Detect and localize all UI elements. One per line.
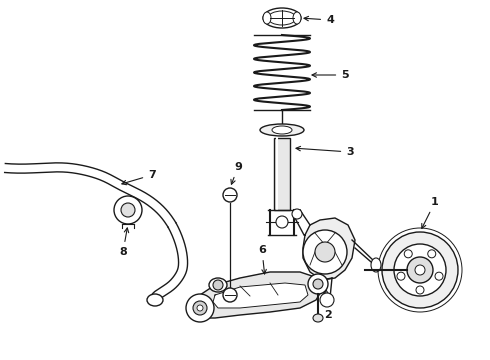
Ellipse shape xyxy=(147,294,163,306)
Circle shape xyxy=(315,242,335,262)
Polygon shape xyxy=(303,218,355,280)
Ellipse shape xyxy=(371,258,381,272)
Circle shape xyxy=(223,288,237,302)
Text: 4: 4 xyxy=(304,15,334,25)
Text: 1: 1 xyxy=(422,197,439,228)
Polygon shape xyxy=(213,283,308,308)
Circle shape xyxy=(213,280,223,290)
Circle shape xyxy=(121,203,135,217)
Circle shape xyxy=(415,265,425,275)
Circle shape xyxy=(186,294,214,322)
Circle shape xyxy=(382,232,458,308)
Bar xyxy=(274,138,290,210)
Text: 7: 7 xyxy=(122,170,156,185)
Polygon shape xyxy=(195,272,322,318)
Circle shape xyxy=(435,272,443,280)
Circle shape xyxy=(114,196,142,224)
Ellipse shape xyxy=(260,124,304,136)
Circle shape xyxy=(397,272,405,280)
Ellipse shape xyxy=(263,8,301,28)
Ellipse shape xyxy=(268,11,296,25)
Circle shape xyxy=(407,257,433,283)
Circle shape xyxy=(292,209,302,219)
Circle shape xyxy=(276,216,288,228)
Ellipse shape xyxy=(272,126,292,134)
Ellipse shape xyxy=(263,12,271,24)
Text: 3: 3 xyxy=(296,147,354,157)
Ellipse shape xyxy=(293,12,301,24)
Ellipse shape xyxy=(313,314,323,322)
Text: 6: 6 xyxy=(258,245,266,274)
Circle shape xyxy=(428,250,436,258)
Circle shape xyxy=(320,293,334,307)
Circle shape xyxy=(193,301,207,315)
Circle shape xyxy=(394,244,446,296)
Circle shape xyxy=(308,274,328,294)
Circle shape xyxy=(416,286,424,294)
Circle shape xyxy=(404,250,412,258)
Circle shape xyxy=(313,279,323,289)
Circle shape xyxy=(197,305,203,311)
Text: 8: 8 xyxy=(119,228,129,257)
Circle shape xyxy=(223,188,237,202)
Text: 2: 2 xyxy=(323,289,332,320)
Text: 9: 9 xyxy=(231,162,242,184)
Circle shape xyxy=(303,230,347,274)
Text: 5: 5 xyxy=(312,70,349,80)
Ellipse shape xyxy=(209,278,227,292)
